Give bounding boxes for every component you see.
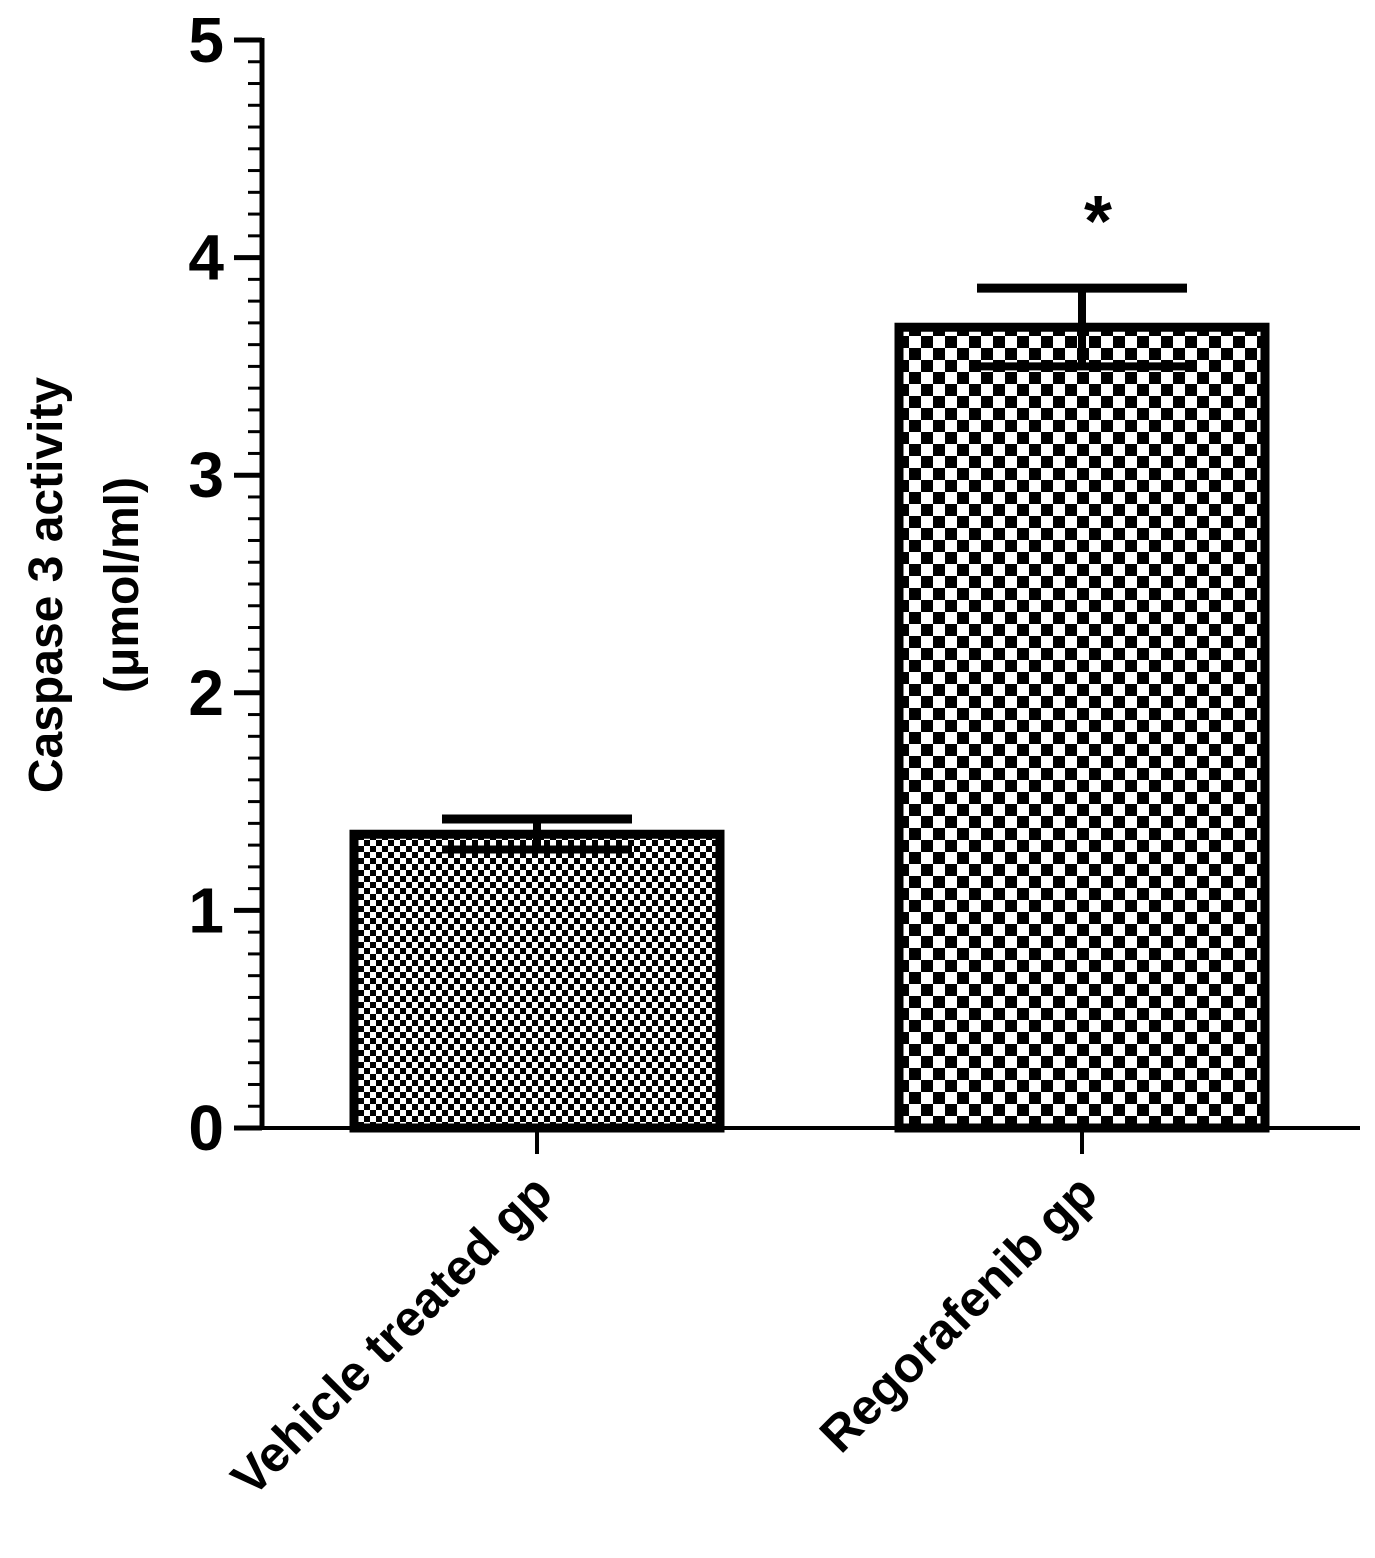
bar bbox=[894, 322, 1270, 1133]
y-tick-label: 3 bbox=[188, 439, 224, 511]
y-axis-title-line1: Caspase 3 activity bbox=[20, 377, 73, 794]
x-tick-label: Vehicle treated gp bbox=[221, 1164, 563, 1506]
y-axis: 0 1 2 3 4 5 bbox=[188, 4, 265, 1164]
y-tick-label: 4 bbox=[188, 222, 224, 294]
x-axis: Vehicle treated gp Regorafenib gp bbox=[221, 1126, 1360, 1506]
y-tick-label: 0 bbox=[188, 1092, 224, 1164]
y-tick-label: 5 bbox=[188, 4, 224, 76]
y-tick-label: 1 bbox=[188, 874, 224, 946]
annotations: * bbox=[1084, 182, 1112, 262]
bar bbox=[349, 829, 725, 1133]
y-tick-label: 2 bbox=[188, 657, 224, 729]
significance-mark: * bbox=[1084, 182, 1112, 262]
error-bars bbox=[442, 283, 1187, 854]
y-axis-title-line2: (μmol/ml) bbox=[96, 477, 149, 693]
x-tick-label: Regorafenib gp bbox=[809, 1164, 1108, 1463]
bars bbox=[349, 322, 1270, 1133]
y-axis-title: Caspase 3 activity (μmol/ml) bbox=[20, 377, 149, 794]
